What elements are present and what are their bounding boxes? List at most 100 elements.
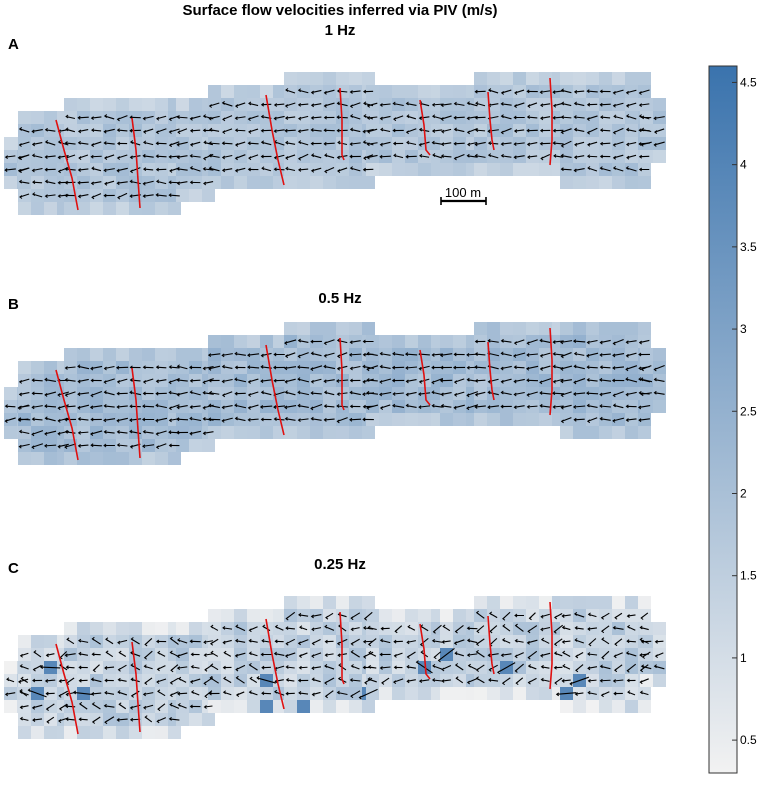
velocity-vector-head (129, 717, 134, 722)
velocity-vector (574, 613, 585, 618)
velocity-vector (91, 116, 102, 119)
velocity-cell (221, 176, 234, 189)
velocity-vector-head (573, 417, 577, 422)
velocity-vector (311, 627, 322, 630)
velocity-vector-head (92, 668, 96, 673)
velocity-vector (350, 365, 361, 370)
velocity-vector (248, 391, 259, 396)
velocity-vector-head (379, 154, 383, 159)
velocity-vector-head (625, 651, 629, 655)
velocity-vector (222, 366, 233, 369)
velocity-vector-head (626, 624, 631, 629)
velocity-vector (654, 141, 665, 146)
velocity-vector-head (653, 143, 657, 147)
velocity-vector-head (57, 194, 61, 199)
velocity-vector (19, 443, 30, 448)
velocity-cell (90, 348, 103, 361)
velocity-vector-head (552, 405, 556, 409)
velocity-vector (209, 155, 220, 158)
velocity-vector-head (143, 705, 147, 710)
velocity-vector-head (553, 642, 558, 647)
velocity-vector (438, 648, 455, 661)
velocity-vector-head (513, 354, 517, 358)
velocity-vector-head (91, 702, 95, 706)
velocity-cell (500, 72, 513, 85)
velocity-vector-head (78, 651, 82, 656)
velocity-vector-head (599, 128, 604, 133)
velocity-vector-head (466, 130, 471, 135)
velocity-vector-head (18, 392, 22, 397)
velocity-vector (65, 115, 76, 120)
velocity-vector-head (256, 676, 260, 680)
velocity-vector-head (440, 103, 444, 108)
velocity-vector-head (44, 377, 48, 382)
velocity-vector-head (337, 169, 341, 173)
velocity-vector-head (103, 168, 107, 173)
velocity-cell (90, 202, 103, 215)
velocity-vector (104, 365, 115, 370)
velocity-vector-head (78, 701, 83, 706)
velocity-vector (553, 353, 564, 356)
velocity-cell (405, 335, 418, 348)
velocity-vector-head (155, 130, 159, 135)
velocity-vector (540, 365, 551, 370)
velocity-vector-head (142, 194, 146, 199)
velocity-vector (541, 666, 550, 669)
velocity-vector-head (392, 392, 396, 396)
velocity-cell (176, 622, 189, 635)
velocity-vector (380, 404, 391, 409)
velocity-vector-head (18, 156, 23, 161)
velocity-vector-head (323, 128, 327, 133)
velocity-vector-head (144, 715, 148, 720)
velocity-cell (247, 85, 260, 98)
velocity-vector-head (540, 116, 544, 121)
velocity-vector (143, 115, 154, 120)
velocity-vector-head (553, 629, 557, 634)
velocity-cell (260, 176, 273, 189)
velocity-vector-head (90, 692, 95, 696)
velocity-cell (487, 72, 500, 85)
transect-line (55, 643, 79, 735)
velocity-vector (274, 665, 285, 670)
velocity-vector (561, 89, 572, 94)
velocity-vector-head (310, 141, 314, 146)
velocity-vector-head (155, 418, 159, 423)
velocity-vector (379, 391, 392, 396)
velocity-vector (475, 366, 486, 369)
velocity-vector-head (640, 115, 645, 120)
velocity-vector-head (311, 627, 315, 632)
velocity-vector-head (431, 140, 435, 145)
velocity-vector-head (260, 417, 264, 422)
velocity-vector-head (234, 365, 238, 370)
velocity-vector (587, 653, 598, 656)
velocity-vector (312, 691, 321, 696)
velocity-vector-head (310, 128, 314, 132)
velocity-cell (116, 202, 129, 215)
velocity-vector (574, 141, 585, 146)
velocity-cell (379, 335, 392, 348)
velocity-cell (379, 163, 392, 176)
velocity-vector (527, 116, 538, 119)
velocity-vector-head (57, 180, 61, 185)
velocity-vector (5, 692, 16, 695)
velocity-vector (58, 141, 69, 146)
velocity-cell (474, 687, 487, 700)
velocity-vector-head (297, 129, 301, 134)
velocity-vector-head (177, 691, 181, 696)
velocity-vector-head (18, 379, 23, 384)
velocity-vector (176, 418, 189, 421)
velocity-vector-head (599, 377, 603, 382)
velocity-vector-head (437, 658, 441, 663)
velocity-vector (143, 194, 154, 197)
velocity-vector-head (260, 140, 265, 145)
velocity-vector-head (31, 705, 36, 710)
velocity-vector-head (4, 155, 8, 160)
velocity-vector-head (189, 405, 193, 409)
velocity-vector-head (273, 155, 277, 160)
velocity-cell (189, 189, 202, 202)
velocity-vector-head (638, 352, 642, 357)
velocity-vector (487, 405, 500, 408)
velocity-vector (488, 340, 499, 343)
velocity-vector-head (57, 169, 61, 174)
velocity-cell (453, 335, 466, 348)
